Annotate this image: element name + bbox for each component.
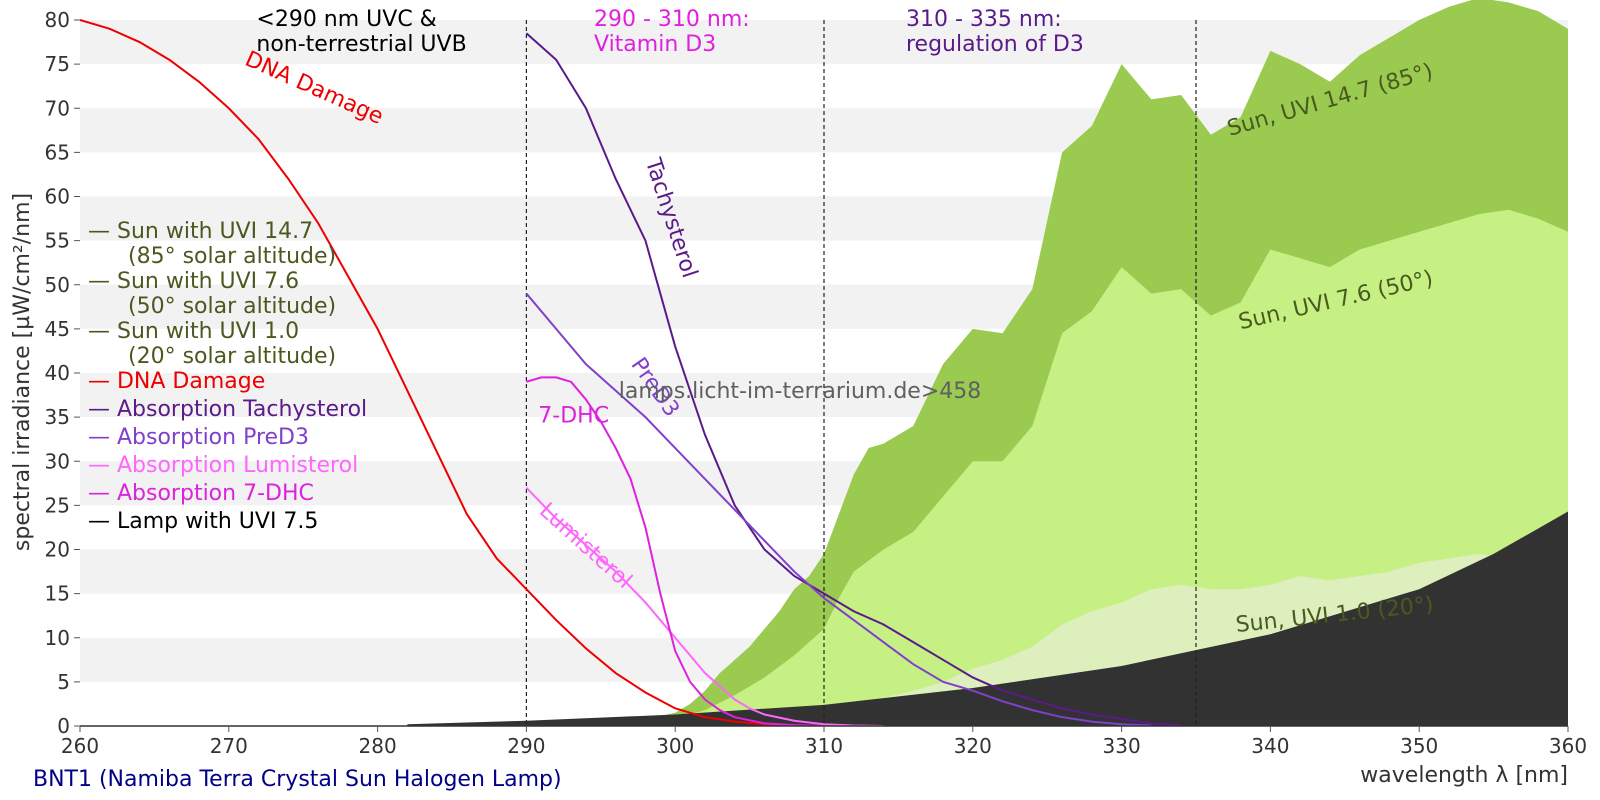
x-tick-label: 320 [954,734,992,758]
y-tick-label: 35 [45,405,70,429]
y-tick-label: 70 [45,96,70,120]
line-absorption-7-dhc [526,376,825,726]
legend-item-sub: (50° solar altitude) [128,294,336,319]
x-tick-label: 290 [507,734,545,758]
y-tick-label: 15 [45,582,70,606]
y-tick-label: 50 [45,273,70,297]
area-lamp-with-uvi-7-5 [407,511,1568,726]
legend-item: — Absorption PreD3 [88,425,309,450]
legend-item: — Sun with UVI 14.7 [88,219,313,244]
y-tick-label: 80 [45,8,70,32]
y-tick-label: 10 [45,626,70,650]
x-tick-label: 270 [210,734,248,758]
region-label: Vitamin D3 [594,32,716,57]
legend: — Sun with UVI 14.7(85° solar altitude)—… [88,219,367,534]
x-tick-label: 340 [1251,734,1289,758]
x-tick-label: 350 [1400,734,1438,758]
region-label: 310 - 335 nm: [906,7,1062,32]
legend-item: — Absorption Tachysterol [88,397,367,422]
legend-item-sub: (20° solar altitude) [128,344,336,369]
tick-labels: 0 5 10 15 20 25 30 35 40 45 50 55 60 65 70 75 80 260 270 28… [45,8,1588,758]
legend-item: — DNA Damage [88,369,265,394]
line-dna-damage [80,19,854,726]
region-dividers [525,20,1197,726]
y-tick-label: 5 [57,670,70,694]
region-label: regulation of D3 [906,32,1084,57]
line-absorption-tachysterol [525,32,1182,726]
absorption-curves [80,19,1182,726]
region-label: 290 - 310 nm: [594,7,750,32]
y-axis-label: spectral irradiance [µW/cm²/nm] [10,193,35,551]
legend-item: — Lamp with UVI 7.5 [88,509,318,534]
line-absorption-lumisterol [525,487,884,726]
y-tick-label: 75 [45,52,70,76]
chart-title: BNT1 (Namiba Terra Crystal Sun Halogen L… [33,767,562,792]
y-tick-label: 60 [45,185,70,209]
y-tick-label: 0 [57,714,70,738]
region-label: <290 nm UVC & [256,7,436,32]
x-tick-label: 360 [1549,734,1587,758]
legend-item: — Absorption 7-DHC [88,481,314,506]
region-labels: <290 nm UVC &non-terrestrial UVB 290 - 31… [256,7,1083,57]
x-tick-label: 330 [1103,734,1141,758]
line-absorption-pred3 [525,292,1152,726]
region-label: non-terrestrial UVB [256,32,466,57]
annotation-7-dhc: 7-DHC [538,403,609,428]
watermark: lamps.licht-im-terrarium.de>458 [619,379,982,404]
y-tick-label: 55 [45,229,70,253]
y-tick-label: 30 [45,449,70,473]
legend-item: — Absorption Lumisterol [88,453,358,478]
x-tick-label: 300 [656,734,694,758]
x-tick-label: 260 [61,734,99,758]
area-series [407,0,1568,726]
y-tick-label: 45 [45,317,70,341]
legend-item-sub: (85° solar altitude) [128,244,336,269]
x-axis-label: wavelength λ [nm] [1360,763,1568,788]
legend-item: — Sun with UVI 7.6 [88,269,299,294]
legend-item: — Sun with UVI 1.0 [88,319,299,344]
y-tick-label: 40 [45,361,70,385]
y-tick-label: 25 [45,493,70,517]
x-tick-label: 280 [359,734,397,758]
x-tick-label: 310 [805,734,843,758]
y-tick-label: 65 [45,140,70,164]
y-tick-label: 20 [45,538,70,562]
